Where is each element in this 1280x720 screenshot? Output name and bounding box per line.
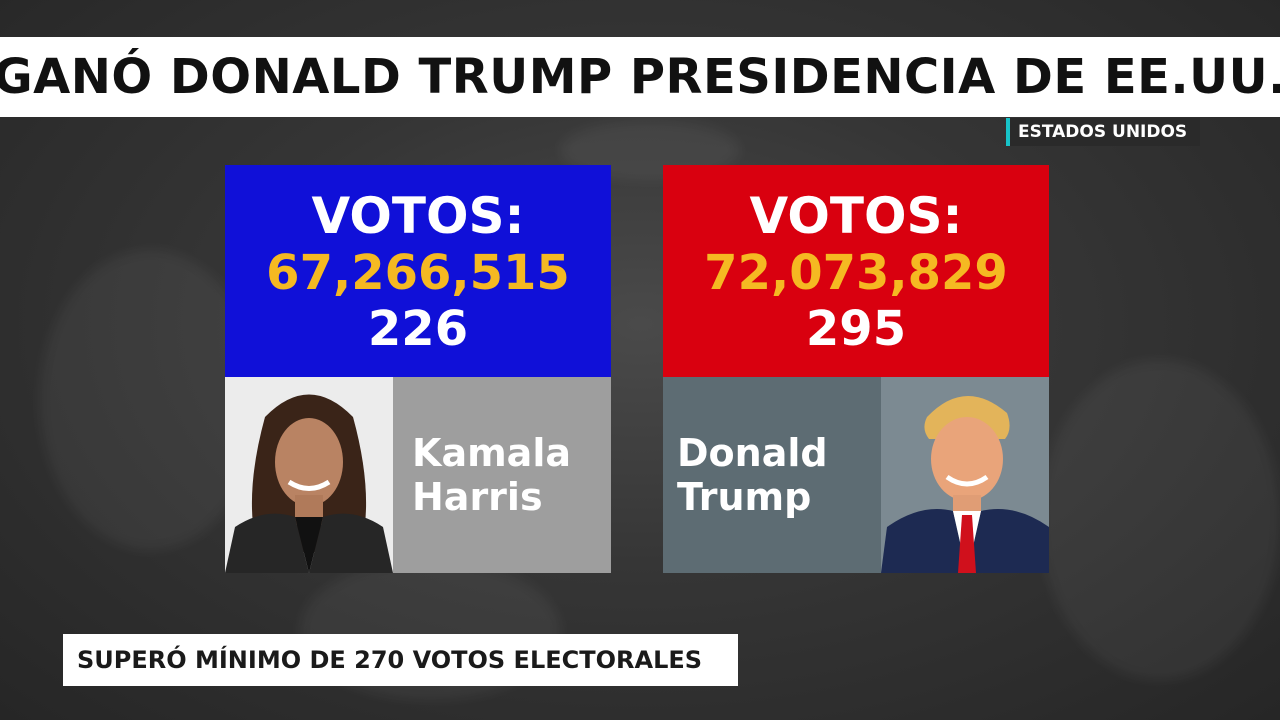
candidate-photo-harris: [225, 377, 393, 573]
name-panel-trump: Donald Trump: [663, 377, 881, 573]
candidate-card-trump: VOTOS: 72,073,829 295 Donald Trump: [663, 165, 1049, 573]
candidate-photo-trump: [881, 377, 1049, 573]
candidate-last-name: Harris: [412, 475, 543, 519]
votes-panel-trump: VOTOS: 72,073,829 295: [663, 165, 1049, 377]
headline-text: GANÓ DONALD TRUMP PRESIDENCIA DE EE.UU.: [0, 49, 1280, 105]
candidate-card-harris: VOTOS: 67,266,515 226 Kamala Harris: [225, 165, 611, 573]
votes-panel-harris: VOTOS: 67,266,515 226: [225, 165, 611, 377]
votes-label: VOTOS:: [749, 187, 963, 245]
electoral-votes: 295: [805, 301, 907, 357]
headline-banner: GANÓ DONALD TRUMP PRESIDENCIA DE EE.UU.: [0, 37, 1280, 117]
candidate-first-name: Donald: [677, 431, 828, 475]
region-tag: ESTADOS UNIDOS: [1006, 118, 1200, 146]
popular-votes: 72,073,829: [704, 245, 1008, 301]
votes-label: VOTOS:: [311, 187, 525, 245]
candidate-first-name: Kamala: [412, 431, 571, 475]
electoral-votes: 226: [367, 301, 469, 357]
lower-third-caption: SUPERÓ MÍNIMO DE 270 VOTOS ELECTORALES: [63, 634, 738, 686]
candidate-last-name: Trump: [677, 475, 812, 519]
caption-text: SUPERÓ MÍNIMO DE 270 VOTOS ELECTORALES: [77, 646, 703, 674]
region-tag-label: ESTADOS UNIDOS: [1018, 122, 1188, 142]
name-panel-harris: Kamala Harris: [393, 377, 611, 573]
popular-votes: 67,266,515: [266, 245, 570, 301]
